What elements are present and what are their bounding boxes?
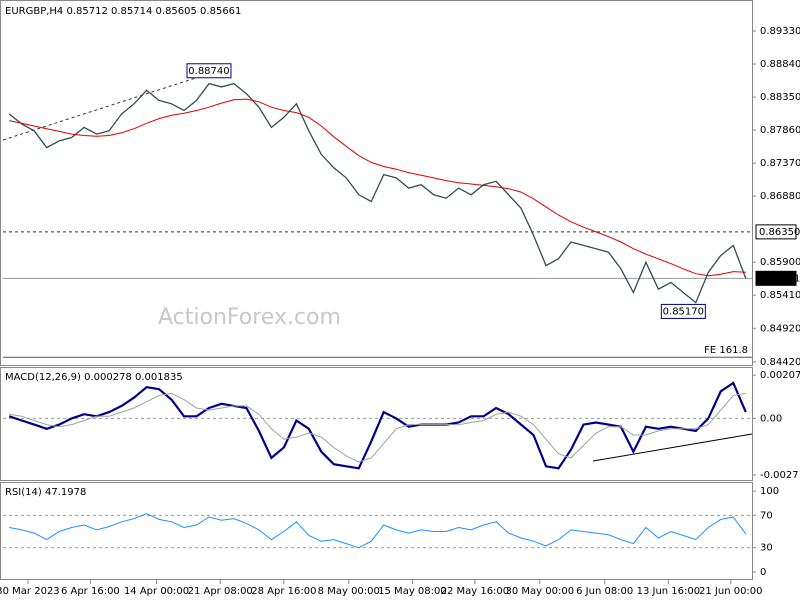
y-tick-label: 0.84420 [760,357,800,368]
x-tick-label: 30 Mar 2023 [0,586,60,597]
series-line [9,98,746,277]
annotation-box [660,303,706,319]
x-tick-label: 22 May 16:00 [441,586,510,597]
y-tick-label: 0.89330 [760,26,800,37]
annotation-label: 0.88740 [188,66,229,77]
y-tick-label: 0.85900 [760,257,800,268]
y-tick-label: 0.84920 [760,323,800,334]
level-label-box [755,224,797,240]
x-tick-label: 15 May 08:00 [378,586,447,597]
y-tick-label: 0.88840 [760,59,800,70]
rsi-panel [0,482,753,580]
level-label: 0.85661 [759,273,800,284]
trend-line [2,74,206,141]
x-tick-label: 28 Apr 16:00 [251,586,316,597]
y-tick-label: 0.00 [760,413,782,424]
y-tick-label: 0.86880 [760,191,800,202]
x-tick-label: 21 Jun 00:00 [699,586,763,597]
watermark: ActionForex.com [158,305,341,330]
macd-title: MACD(12,26,9) 0.000278 0.001835 [5,372,183,383]
series-line [9,513,747,549]
fe-label: FE 161.8 [704,345,748,356]
y-tick-label: 0.87860 [760,125,800,136]
macd-trend-line [592,433,753,462]
x-tick-label: 8 May 00:00 [318,586,380,597]
y-tick-label: 70 [760,510,773,521]
y-tick-label: 0 [760,567,766,578]
x-tick-label: 13 Jun 16:00 [637,586,701,597]
annotation-box [186,63,232,79]
x-tick-label: 21 Apr 08:00 [188,586,253,597]
annotation-label: 0.85170 [663,306,704,317]
y-tick-label: 100 [760,486,779,497]
series-line [8,381,747,470]
y-tick-label: 30 [760,543,773,554]
series-line [8,82,747,304]
price-title: EURGBP,H4 0.85712 0.85714 0.85605 0.8566… [5,6,241,17]
x-tick-label: 6 Jun 08:00 [576,586,633,597]
rsi-title: RSI(14) 47.1978 [5,487,86,498]
x-tick-label: 30 May 00:00 [505,586,574,597]
x-tick-label: 6 Apr 16:00 [61,586,120,597]
level-label-box [755,270,797,286]
macd-panel [0,367,753,481]
y-tick-label: -0.002716 [760,470,800,481]
price-panel [0,0,753,366]
y-tick-label: 0.85410 [760,290,800,301]
y-tick-label: 0.88350 [760,92,800,103]
y-tick-label: 0.87370 [760,158,800,169]
y-tick-label: 0.002074 [760,370,800,381]
x-tick-label: 14 Apr 00:00 [124,586,189,597]
series-line [9,392,746,463]
level-label: 0.86350 [759,227,800,238]
